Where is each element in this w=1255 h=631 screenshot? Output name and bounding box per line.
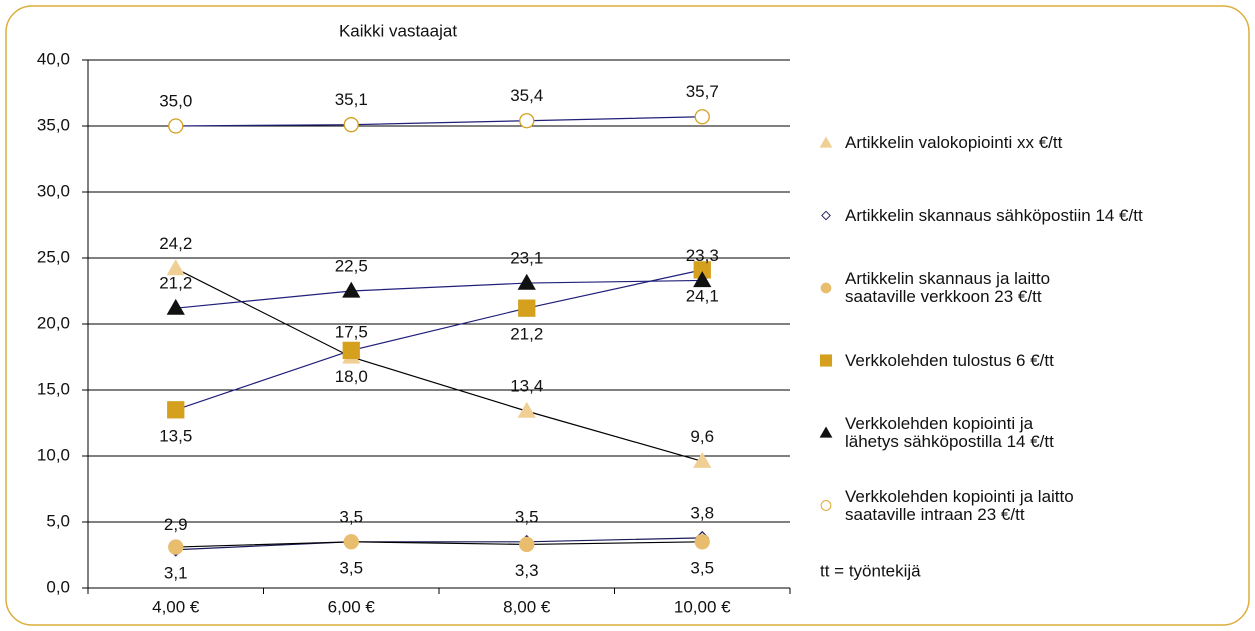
data-label: 17,5 — [335, 322, 368, 341]
data-point — [342, 281, 361, 298]
data-label: 35,0 — [159, 91, 192, 110]
data-point — [694, 534, 710, 550]
data-point — [343, 117, 359, 133]
legend-label: Verkkolehden kopiointi ja lähetys sähköp… — [845, 414, 1054, 451]
data-point — [518, 299, 536, 317]
data-point — [167, 401, 185, 419]
data-label: 3,5 — [515, 507, 539, 526]
x-tick-label: 6,00 € — [328, 597, 376, 616]
y-tick-label: 20,0 — [37, 313, 70, 332]
data-label: 24,1 — [686, 286, 719, 305]
data-point — [693, 271, 712, 288]
frame — [5, 5, 1250, 626]
x-tick-label: 10,00 € — [674, 597, 731, 616]
y-tick-label: 25,0 — [37, 247, 70, 266]
data-point — [166, 298, 185, 315]
legend-label: Verkkolehden kopiointi ja laitto saatavi… — [845, 486, 1074, 524]
y-tick-label: 10,0 — [37, 445, 70, 464]
data-label: 3,5 — [339, 558, 363, 577]
legend-label: Artikkelin valokopiointi xx €/tt — [845, 133, 1063, 152]
y-tick-label: 40,0 — [37, 49, 70, 68]
data-label: 35,1 — [335, 90, 368, 109]
data-point — [168, 539, 184, 555]
data-label: 9,6 — [690, 427, 714, 446]
chart-title: Kaikki vastaajat — [339, 21, 457, 40]
data-label: 24,2 — [159, 234, 192, 253]
legend-marker — [820, 500, 832, 511]
series-line — [175, 279, 703, 309]
y-tick-label: 15,0 — [37, 379, 70, 398]
legend-label: Verkkolehden tulostus 6 €/tt — [845, 350, 1054, 370]
data-label: 23,3 — [686, 246, 719, 265]
data-point — [694, 109, 710, 125]
data-point — [342, 341, 360, 360]
data-label: 18,0 — [335, 367, 368, 386]
data-label: 13,5 — [159, 426, 192, 445]
data-point — [343, 534, 359, 550]
series-line — [175, 116, 703, 127]
data-label: 13,4 — [510, 377, 543, 396]
data-label: 2,9 — [164, 515, 188, 534]
series-line — [175, 269, 703, 411]
y-tick-label: 35,0 — [37, 115, 70, 134]
data-label: 21,2 — [510, 325, 543, 344]
x-tick-label: 8,00 € — [503, 597, 551, 616]
note: tt = työntekijä — [820, 561, 921, 580]
data-point — [519, 113, 535, 129]
data-label: 3,8 — [690, 503, 714, 522]
data-label: 3,5 — [339, 507, 363, 526]
data-point — [517, 273, 536, 290]
data-point — [519, 536, 535, 553]
y-tick-label: 5,0 — [46, 511, 70, 530]
data-point — [517, 401, 536, 418]
series-line — [175, 537, 703, 551]
data-label: 35,4 — [510, 86, 543, 105]
legend-marker — [819, 426, 833, 438]
data-label: 22,5 — [335, 256, 368, 275]
legend-marker — [821, 210, 831, 221]
legend-marker — [819, 136, 833, 148]
series-line — [175, 268, 703, 462]
data-label: 21,2 — [159, 274, 192, 293]
legend-label: Artikkelin skannaus sähköpostiin 14 €/tt — [845, 205, 1143, 225]
data-label: 3,1 — [164, 564, 188, 583]
legend-marker — [820, 282, 832, 294]
data-label: 3,3 — [515, 561, 539, 580]
y-tick-label: 0,0 — [46, 577, 70, 596]
data-point — [693, 451, 712, 468]
legend-marker — [819, 354, 833, 367]
data-label: 3,5 — [690, 558, 714, 577]
data-label: 35,7 — [686, 82, 719, 101]
data-point — [166, 259, 185, 276]
series-line — [175, 541, 703, 548]
y-tick-label: 30,0 — [37, 181, 70, 200]
data-point — [168, 118, 184, 134]
data-label: 23,1 — [510, 249, 543, 268]
legend-label: Artikkelin skannaus ja laitto saataville… — [845, 269, 1051, 306]
x-tick-label: 4,00 € — [152, 597, 200, 616]
